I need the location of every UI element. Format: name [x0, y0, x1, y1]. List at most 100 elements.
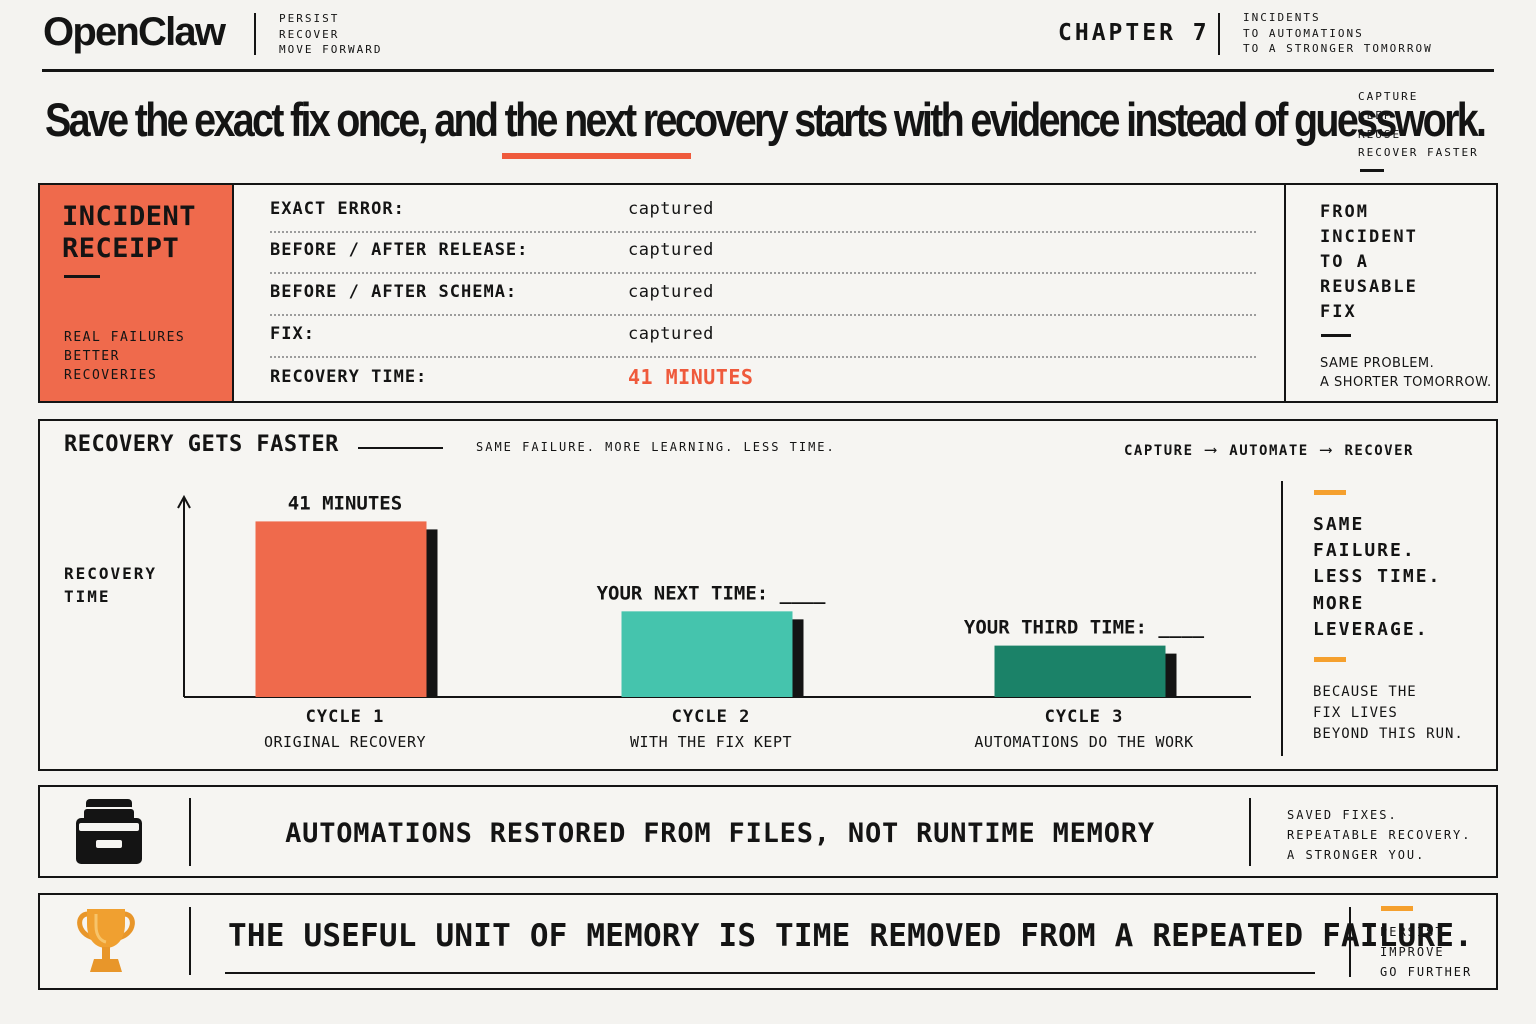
banner-divider [1249, 798, 1251, 866]
because-line: BEYOND THIS RUN. [1313, 726, 1464, 742]
chapter-subtitle-line: INCIDENTS [1243, 11, 1321, 24]
flow-step-capture: CAPTURE [1124, 443, 1194, 459]
orange-dash [1314, 490, 1346, 495]
bar [255, 521, 427, 697]
chart-title-rule [358, 447, 443, 449]
banner-tag: PERSIST [1380, 925, 1445, 939]
row-separator [270, 231, 1256, 233]
y-axis-label: RECOVERY TIME [64, 564, 157, 606]
trophy-icon [77, 909, 135, 972]
tagline: PERSIST RECOVER MOVE FORWARD [279, 11, 382, 58]
receipt-row-label: BEFORE / AFTER SCHEMA: [270, 282, 518, 302]
headline: Save the exact fix once, and the next re… [45, 92, 1487, 147]
receipt-tag: REAL FAILURES [64, 330, 186, 345]
headline-underline [502, 153, 691, 159]
receipt-side-note: SAME PROBLEM. A SHORTER TOMORROW. [1320, 354, 1492, 392]
chapter-subtitle-line: TO A STRONGER TOMORROW [1243, 42, 1433, 55]
header-rule [42, 69, 1494, 72]
side-tag: CAPTURE [1358, 90, 1419, 103]
receipt-row-recovery-time: RECOVERY TIME: 41 MINUTES [270, 365, 1256, 409]
x-tick-subtitle: AUTOMATIONS DO THE WORK [974, 733, 1193, 751]
x-tick-subtitle: WITH THE FIX KEPT [630, 733, 792, 751]
automations-banner-text: AUTOMATIONS RESTORED FROM FILES, NOT RUN… [285, 818, 1155, 849]
tagline-line: RECOVER [279, 27, 340, 41]
side-title-line: TO A [1320, 252, 1369, 272]
bar [994, 645, 1166, 697]
flow-step-automate: AUTOMATE [1229, 443, 1309, 459]
chapter-subtitle-line: TO AUTOMATIONS [1243, 26, 1364, 40]
header-divider [254, 13, 256, 55]
statement-line: MORE [1313, 592, 1365, 614]
flow-step-recover: RECOVER [1344, 443, 1414, 459]
receipt-title: INCIDENT RECEIPT [62, 201, 196, 265]
receipt-row: BEFORE / AFTER RELEASE: captured [270, 240, 1256, 282]
side-title-line: INCIDENT [1320, 227, 1418, 247]
receipt-row-value: captured [628, 282, 714, 302]
headline-highlight: the next [504, 93, 638, 146]
side-title-line: FIX [1320, 302, 1357, 322]
banner-divider [1349, 907, 1351, 977]
x-tick-subtitle: ORIGINAL RECOVERY [264, 733, 426, 751]
receipt-row-value: captured [628, 240, 714, 260]
recovery-time-value: 41 MINUTES [628, 365, 754, 389]
banner1-tags: SAVED FIXES. REPEATABLE RECOVERY. A STRO… [1287, 805, 1472, 865]
receipt-tags: REAL FAILURES BETTER RECOVERIES [64, 328, 185, 385]
orange-dash [1381, 906, 1413, 911]
receipt-title-line: RECEIPT [62, 233, 180, 264]
automations-banner [38, 785, 1498, 878]
receipt-side-title: FROM INCIDENT TO A REUSABLE FIX [1320, 200, 1418, 325]
chart-subtitle: SAME FAILURE. MORE LEARNING. LESS TIME. [476, 440, 836, 454]
headline-part2: recovery starts with evidence instead of… [634, 93, 1487, 146]
banner-divider [189, 798, 191, 866]
side-tag: RECOVER FASTER [1358, 146, 1479, 160]
receipt-row: BEFORE / AFTER SCHEMA: captured [270, 282, 1256, 324]
row-separator [270, 314, 1256, 316]
receipt-title-line: INCIDENT [62, 201, 197, 232]
memory-banner-text: THE USEFUL UNIT OF MEMORY IS TIME REMOVE… [228, 918, 1473, 954]
statement-line: LESS TIME. [1313, 566, 1442, 588]
chart-side-divider [1281, 481, 1283, 756]
incident-receipt-card [38, 183, 1498, 403]
side-title-line: FROM [1320, 202, 1369, 222]
receipt-row-value: captured [628, 199, 714, 219]
bar [621, 611, 793, 697]
side-note-line: SAME PROBLEM. [1320, 356, 1435, 371]
arrow-right-icon: ⟶ [1205, 440, 1218, 460]
recovery-bar-chart: RECOVERY TIME 41 MINUTES CYCLE 1 ORIGINAL RE… [64, 492, 1251, 751]
bar-value-label: 41 MINUTES [288, 492, 402, 514]
banner2-tags: PERSIST IMPROVE GO FURTHER [1380, 922, 1472, 982]
receipt-dash [64, 275, 100, 278]
x-tick-label: CYCLE 3 [1045, 707, 1124, 727]
side-title-dash [1321, 334, 1351, 337]
banner-divider [189, 907, 191, 975]
receipt-row-label: RECOVERY TIME: [270, 367, 428, 387]
receipt-row: EXACT ERROR: captured [270, 199, 1256, 241]
because-line: FIX LIVES [1313, 705, 1398, 721]
banner-tag: SAVED FIXES. [1287, 808, 1398, 822]
chart-side-statement: SAME FAILURE. LESS TIME. MORE LEVERAGE. [1313, 512, 1441, 643]
receipt-row: FIX: captured [270, 324, 1256, 366]
headline-part1: Save the exact fix once, and [45, 93, 505, 146]
chapter-subtitle: INCIDENTS TO AUTOMATIONS TO A STRONGER T… [1243, 10, 1433, 57]
flow-steps: CAPTURE ⟶ AUTOMATE ⟶ RECOVER [1124, 440, 1414, 460]
arrow-right-icon: ⟶ [1320, 440, 1333, 460]
row-separator [270, 356, 1256, 358]
statement-line: LEVERAGE. [1313, 618, 1429, 640]
banner-tag: IMPROVE [1380, 945, 1445, 959]
receipt-row-label: FIX: [270, 324, 315, 344]
receipt-side-panel [1284, 185, 1496, 401]
receipt-row-label: BEFORE / AFTER RELEASE: [270, 240, 529, 260]
chart-title: RECOVERY GETS FASTER [64, 432, 339, 457]
row-separator [270, 272, 1256, 274]
chapter-divider [1218, 13, 1220, 55]
tagline-line: PERSIST [279, 12, 340, 25]
chart-side-because: BECAUSE THE FIX LIVES BEYOND THIS RUN. [1313, 682, 1464, 745]
tagline-line: MOVE FORWARD [279, 43, 383, 56]
x-tick-label: CYCLE 2 [672, 707, 751, 727]
side-tag: KEEP [1358, 108, 1393, 122]
receipt-tag: RECOVERIES [64, 368, 158, 383]
chapter-label: CHAPTER 7 [1058, 20, 1210, 46]
headline-side-tags: CAPTURE KEEP REUSE RECOVER FASTER [1358, 88, 1479, 163]
memory-banner-underline [225, 972, 1315, 974]
banner-tag: GO FURTHER [1380, 965, 1473, 979]
